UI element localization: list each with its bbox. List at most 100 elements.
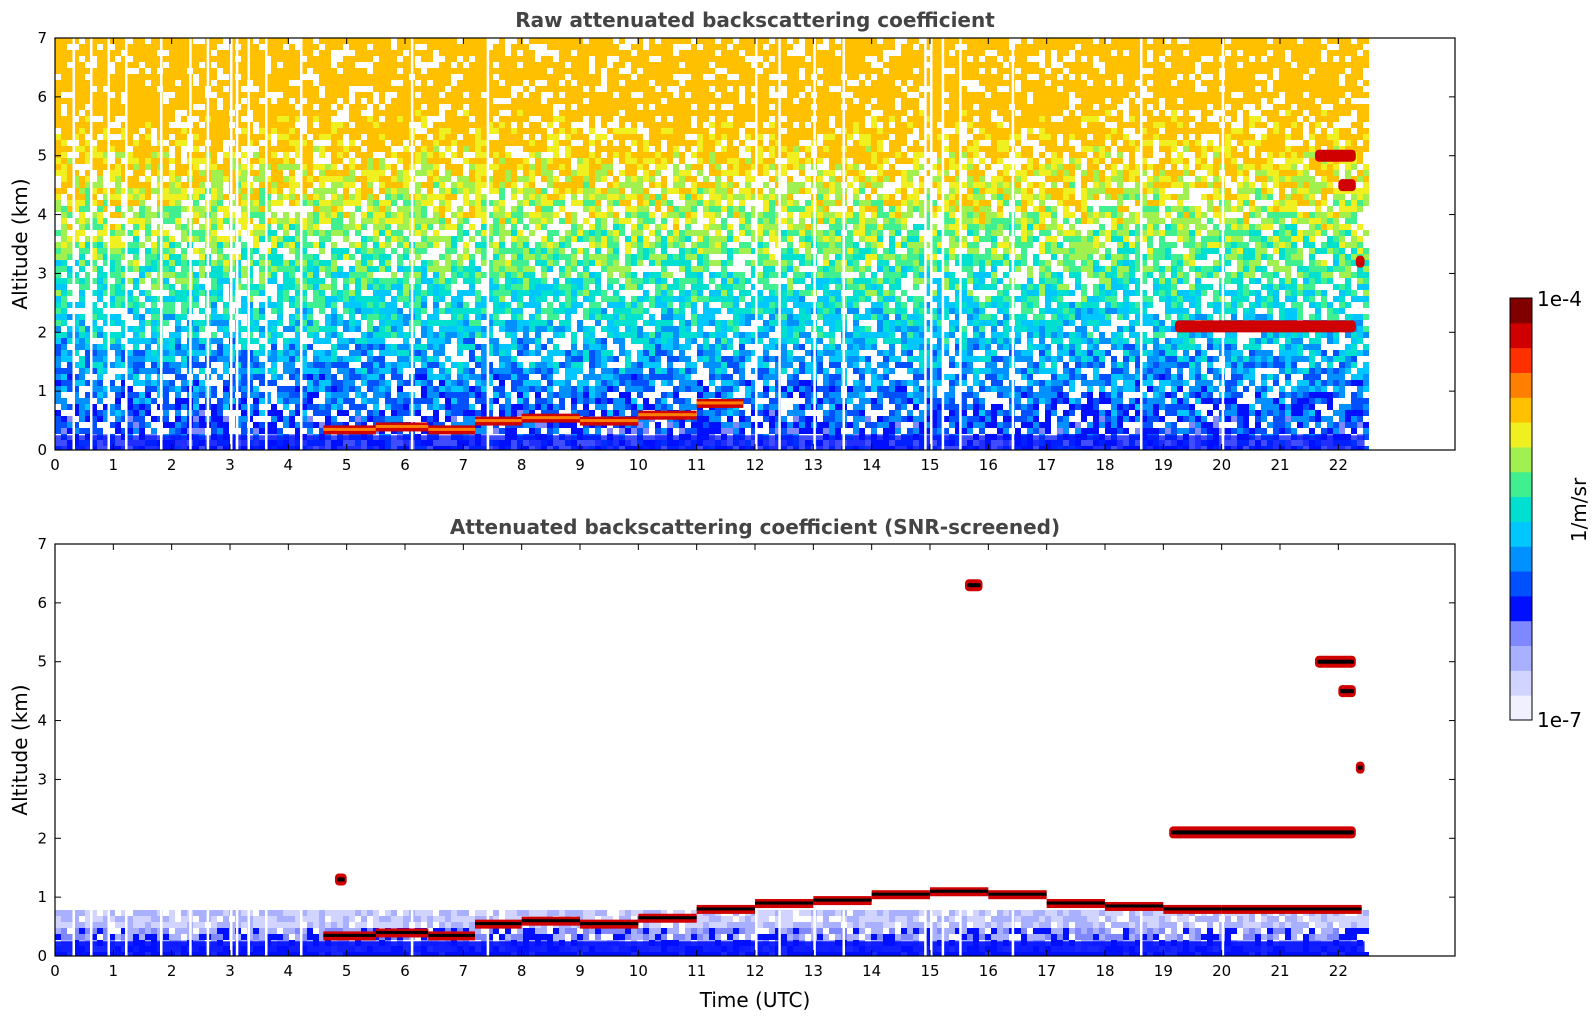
- heatmap-cell: [457, 116, 463, 122]
- heatmap-cell: [535, 398, 541, 404]
- heatmap-cell: [559, 242, 565, 248]
- heatmap-cell: [379, 98, 385, 104]
- heatmap-cell: [193, 164, 199, 170]
- heatmap-cell: [523, 50, 529, 56]
- heatmap-cell: [361, 278, 367, 284]
- heatmap-cell: [463, 248, 469, 254]
- heatmap-cell: [307, 140, 313, 146]
- heatmap-cell: [553, 368, 559, 374]
- heatmap-cell: [535, 338, 541, 344]
- heatmap-cell: [283, 110, 289, 116]
- heatmap-cell: [595, 146, 601, 152]
- heatmap-cell: [55, 410, 61, 416]
- heatmap-cell: [487, 104, 493, 110]
- heatmap-cell: [385, 326, 391, 332]
- heatmap-cell: [241, 356, 247, 362]
- heatmap-cell: [349, 212, 355, 218]
- heatmap-cell: [265, 218, 271, 224]
- heatmap-cell: [361, 80, 367, 86]
- heatmap-cell: [211, 236, 217, 242]
- heatmap-cell: [541, 158, 547, 164]
- heatmap-cell: [97, 80, 103, 86]
- heatmap-cell: [151, 320, 157, 326]
- heatmap-cell: [541, 164, 547, 170]
- heatmap-cell: [343, 380, 349, 386]
- heatmap-cell: [367, 380, 373, 386]
- heatmap-cell: [487, 338, 493, 344]
- heatmap-cell: [595, 284, 601, 290]
- heatmap-cell: [145, 344, 151, 350]
- heatmap-cell: [475, 158, 481, 164]
- heatmap-cell: [193, 122, 199, 128]
- heatmap-cell: [103, 254, 109, 260]
- heatmap-cell: [577, 230, 583, 236]
- heatmap-cell: [325, 98, 331, 104]
- heatmap-cell: [91, 308, 97, 314]
- heatmap-cell: [397, 176, 403, 182]
- heatmap-cell: [511, 176, 517, 182]
- heatmap-cell: [145, 116, 151, 122]
- heatmap-cell: [337, 410, 343, 416]
- heatmap-cell: [55, 296, 61, 302]
- heatmap-cell: [331, 320, 337, 326]
- heatmap-cell: [307, 158, 313, 164]
- heatmap-cell: [133, 314, 139, 320]
- heatmap-cell: [487, 116, 493, 122]
- heatmap-cell: [349, 254, 355, 260]
- heatmap-cell: [451, 422, 457, 428]
- heatmap-cell: [481, 98, 487, 104]
- heatmap-cell: [217, 350, 223, 356]
- heatmap-cell: [145, 308, 151, 314]
- heatmap-cell: [319, 302, 325, 308]
- heatmap-cell: [457, 62, 463, 68]
- heatmap-cell: [301, 68, 307, 74]
- heatmap-cell: [577, 110, 583, 116]
- heatmap-cell: [259, 230, 265, 236]
- heatmap-cell: [139, 206, 145, 212]
- heatmap-cell: [469, 224, 475, 230]
- heatmap-cell: [325, 110, 331, 116]
- heatmap-cell: [121, 386, 127, 392]
- heatmap-cell: [373, 218, 379, 224]
- heatmap-cell: [355, 350, 361, 356]
- heatmap-cell: [217, 122, 223, 128]
- heatmap-cell: [469, 170, 475, 176]
- heatmap-cell: [529, 128, 535, 134]
- heatmap-cell: [265, 50, 271, 56]
- heatmap-cell: [313, 362, 319, 368]
- heatmap-cell: [469, 140, 475, 146]
- heatmap-cell: [403, 362, 409, 368]
- heatmap-cell: [367, 92, 373, 98]
- heatmap-cell: [73, 344, 79, 350]
- heatmap-cell: [169, 356, 175, 362]
- heatmap-cell: [565, 68, 571, 74]
- heatmap-cell: [589, 290, 595, 296]
- heatmap-cell: [487, 314, 493, 320]
- heatmap-cell: [493, 350, 499, 356]
- heatmap-cell: [337, 146, 343, 152]
- heatmap-cell: [307, 422, 313, 428]
- heatmap-cell: [391, 332, 397, 338]
- heatmap-cell: [541, 236, 547, 242]
- heatmap-cell: [511, 338, 517, 344]
- heatmap-cell: [391, 56, 397, 62]
- heatmap-cell: [145, 338, 151, 344]
- heatmap-cell: [583, 266, 589, 272]
- heatmap-cell: [541, 326, 547, 332]
- heatmap-cell: [301, 140, 307, 146]
- heatmap-cell: [583, 188, 589, 194]
- heatmap-cell: [607, 356, 613, 362]
- heatmap-cell: [289, 164, 295, 170]
- heatmap-cell: [403, 356, 409, 362]
- heatmap-cell: [325, 128, 331, 134]
- heatmap-cell: [475, 104, 481, 110]
- heatmap-cell: [367, 56, 373, 62]
- heatmap-cell: [439, 128, 445, 134]
- heatmap-cell: [385, 104, 391, 110]
- heatmap-cell: [433, 140, 439, 146]
- heatmap-cell: [547, 428, 553, 434]
- heatmap-cell: [367, 212, 373, 218]
- heatmap-cell: [571, 398, 577, 404]
- heatmap-cell: [169, 308, 175, 314]
- heatmap-cell: [445, 392, 451, 398]
